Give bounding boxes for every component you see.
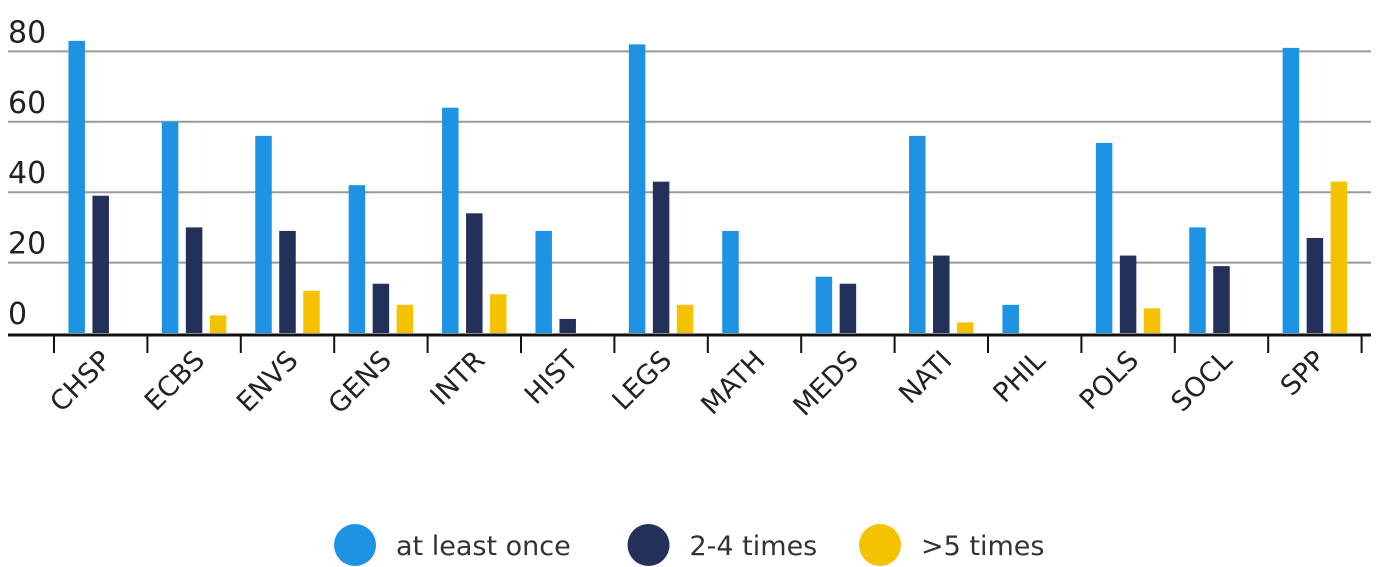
bar-intr-series-2 <box>466 213 483 333</box>
bar-ecbs-series-1 <box>161 121 179 333</box>
bar-nati-series-1 <box>909 135 926 333</box>
x-tick-label-math: MATH <box>695 345 771 421</box>
x-tick-label-ecbs: ECBS <box>139 345 211 417</box>
bar-meds-series-2 <box>839 283 857 333</box>
bar-gens-series-1 <box>348 185 366 333</box>
bar-legs-series-1 <box>628 44 646 334</box>
x-tick-label-phil: PHIL <box>988 345 1052 409</box>
bar-ecbs-series-3 <box>209 315 227 333</box>
bar-chsp-series-2 <box>92 195 109 333</box>
legend: at least once 2-4 times >5 times <box>334 524 1044 566</box>
y-tick-label-20: 20 <box>8 227 46 262</box>
bar-nati-series-3 <box>957 322 974 333</box>
x-tick-label-intr: INTR <box>424 345 491 412</box>
bar-pols-series-3 <box>1143 308 1161 333</box>
bar-pols-series-2 <box>1119 255 1137 333</box>
bar-nati-series-2 <box>933 255 950 333</box>
x-tick-label-spp: SPP <box>1275 345 1332 402</box>
bar-legs-series-3 <box>676 304 694 333</box>
legend-label-3: >5 times <box>921 531 1044 562</box>
y-tick-label-40: 40 <box>8 156 46 191</box>
bar-intr-series-3 <box>490 294 507 333</box>
bar-chsp-series-1 <box>68 40 85 334</box>
bar-gens-series-3 <box>396 304 414 333</box>
bar-math-series-1 <box>722 230 739 333</box>
x-tick-label-legs: LEGS <box>607 345 679 417</box>
bar-pols-series-1 <box>1095 142 1113 333</box>
bars <box>68 40 1348 334</box>
y-tick-label-80: 80 <box>8 15 46 50</box>
x-tick-label-socl: SOCL <box>1165 345 1238 418</box>
bar-hist-series-1 <box>535 230 552 333</box>
x-tick-label-meds: MEDS <box>788 345 865 422</box>
x-tick-label-hist: HIST <box>519 345 585 411</box>
gridlines <box>8 50 1371 264</box>
bar-envs-series-1 <box>255 135 272 333</box>
x-tick-label-envs: ENVS <box>231 345 304 418</box>
x-tick-label-pols: POLS <box>1074 345 1145 416</box>
legend-label-2: 2-4 times <box>690 531 818 562</box>
legend-swatch-1 <box>334 524 376 566</box>
y-tick-label-0: 0 <box>8 297 27 332</box>
bar-legs-series-2 <box>652 181 670 333</box>
x-tick-label-gens: GENS <box>323 345 398 420</box>
bar-phil-series-1 <box>1002 304 1019 333</box>
bar-ecbs-series-2 <box>185 227 203 333</box>
legend-label-1: at least once <box>396 531 571 562</box>
bar-spp-series-2 <box>1306 237 1324 333</box>
bar-meds-series-1 <box>815 276 833 333</box>
bar-socl-series-2 <box>1213 266 1230 333</box>
x-axis: CHSP ECBS ENVS GENS INTR HIST LEGS MATH MEDS NATI… <box>8 333 1371 422</box>
x-tick-label-chsp: CHSP <box>44 345 117 418</box>
y-tick-label-60: 60 <box>8 86 46 121</box>
legend-swatch-3 <box>859 524 901 566</box>
bar-spp-series-3 <box>1330 181 1348 333</box>
legend-swatch-2 <box>627 524 670 566</box>
x-tick-label-nati: NATI <box>893 345 958 410</box>
bar-hist-series-2 <box>559 318 576 333</box>
bar-gens-series-2 <box>372 283 390 333</box>
bar-spp-series-1 <box>1282 47 1300 333</box>
bar-socl-series-1 <box>1189 227 1206 333</box>
bar-envs-series-3 <box>303 290 320 333</box>
bar-envs-series-2 <box>279 230 296 333</box>
bar-intr-series-1 <box>442 107 459 333</box>
y-axis-ticks: 0 20 40 60 80 <box>8 15 46 332</box>
